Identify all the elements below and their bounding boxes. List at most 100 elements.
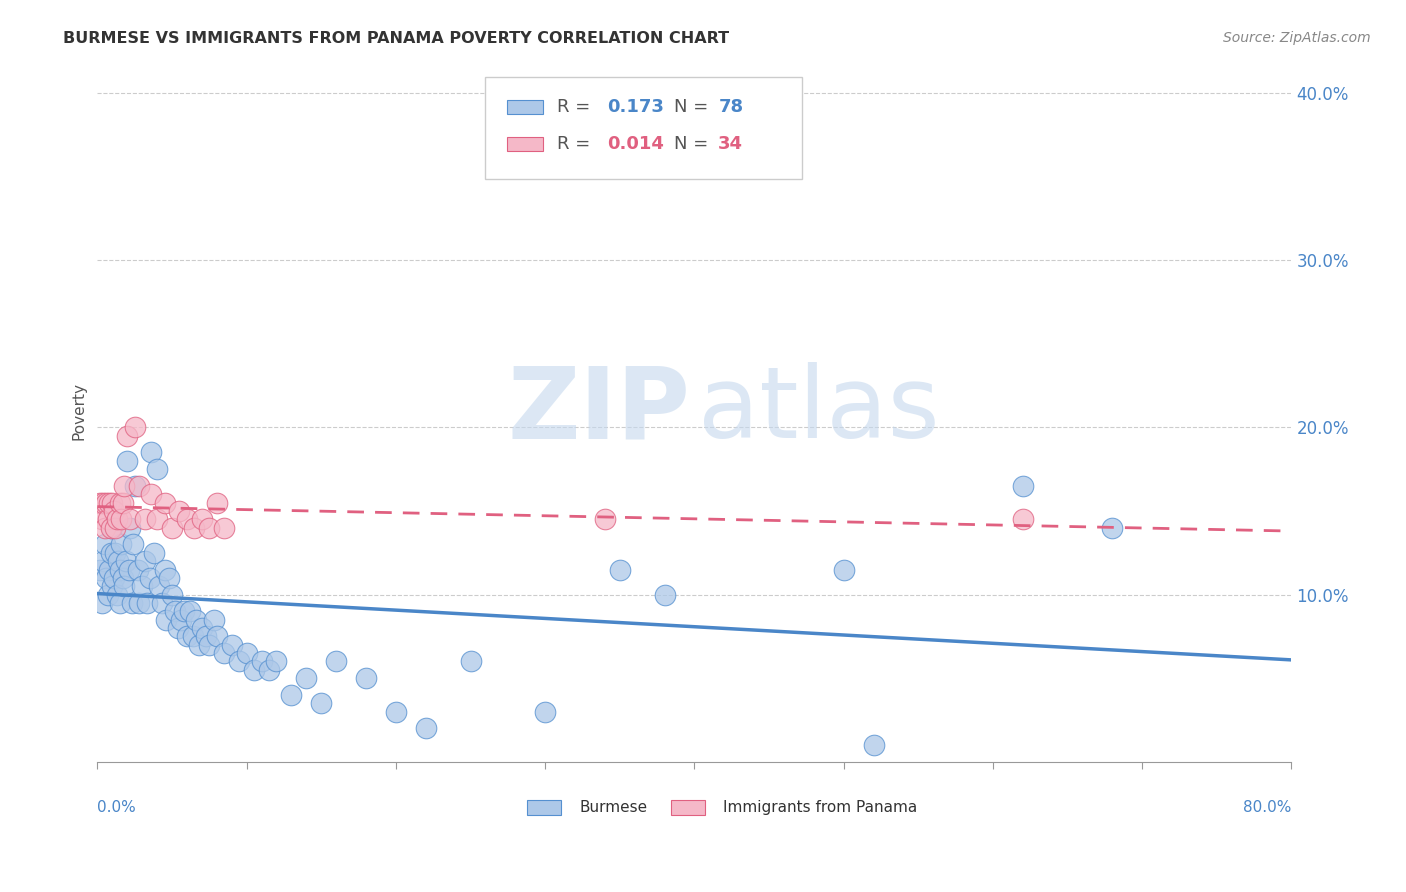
Text: R =: R =: [557, 135, 596, 153]
Point: [654, 588, 676, 602]
Point: [91, 554, 114, 568]
Point: [1101, 521, 1123, 535]
Point: [111, 496, 134, 510]
Point: [143, 546, 166, 560]
Point: [103, 571, 125, 585]
Point: [157, 571, 180, 585]
Point: [98, 562, 121, 576]
Point: [115, 454, 138, 468]
Text: 78: 78: [718, 97, 744, 116]
Point: [862, 738, 884, 752]
Point: [160, 521, 183, 535]
Point: [139, 445, 162, 459]
Point: [115, 429, 138, 443]
Point: [135, 596, 157, 610]
Text: Source: ZipAtlas.com: Source: ZipAtlas.com: [1223, 31, 1371, 45]
Text: 34: 34: [718, 135, 744, 153]
Point: [134, 554, 156, 568]
Point: [110, 512, 132, 526]
Point: [96, 496, 118, 510]
Point: [104, 546, 127, 560]
FancyBboxPatch shape: [485, 77, 801, 179]
FancyBboxPatch shape: [527, 800, 561, 815]
Point: [120, 512, 142, 526]
Point: [97, 512, 120, 526]
Point: [108, 596, 131, 610]
Point: [128, 596, 150, 610]
Point: [101, 496, 124, 510]
Point: [104, 521, 127, 535]
Point: [179, 604, 201, 618]
Point: [107, 554, 129, 568]
Point: [609, 562, 631, 576]
Text: ZIP: ZIP: [508, 362, 690, 459]
Point: [122, 537, 145, 551]
Point: [128, 479, 150, 493]
Point: [160, 588, 183, 602]
FancyBboxPatch shape: [508, 136, 543, 151]
Point: [89, 496, 111, 510]
Point: [103, 504, 125, 518]
Point: [173, 604, 195, 618]
Text: 80.0%: 80.0%: [1243, 800, 1292, 815]
Point: [127, 562, 149, 576]
Point: [120, 521, 142, 535]
Point: [94, 537, 117, 551]
Point: [97, 588, 120, 602]
Text: atlas: atlas: [697, 362, 939, 459]
Point: [150, 596, 173, 610]
Point: [593, 512, 616, 526]
Point: [138, 571, 160, 585]
Text: 0.173: 0.173: [607, 97, 664, 116]
Y-axis label: Poverty: Poverty: [72, 382, 86, 440]
Point: [94, 521, 117, 535]
Point: [250, 655, 273, 669]
Point: [148, 579, 170, 593]
Point: [146, 462, 169, 476]
Point: [112, 579, 135, 593]
Text: R =: R =: [557, 97, 596, 116]
Point: [221, 638, 243, 652]
Point: [167, 621, 190, 635]
Point: [181, 629, 204, 643]
Point: [146, 512, 169, 526]
Point: [460, 655, 482, 669]
Point: [198, 521, 221, 535]
Point: [385, 705, 408, 719]
Text: N =: N =: [673, 135, 714, 153]
Text: BURMESE VS IMMIGRANTS FROM PANAMA POVERTY CORRELATION CHART: BURMESE VS IMMIGRANTS FROM PANAMA POVERT…: [63, 31, 730, 46]
Point: [195, 629, 218, 643]
Point: [295, 671, 318, 685]
Text: N =: N =: [673, 97, 714, 116]
Point: [243, 663, 266, 677]
Point: [105, 588, 128, 602]
Point: [354, 671, 377, 685]
Point: [101, 579, 124, 593]
Point: [212, 521, 235, 535]
Point: [153, 496, 176, 510]
Point: [280, 688, 302, 702]
Point: [118, 562, 141, 576]
Text: 0.0%: 0.0%: [97, 800, 136, 815]
Point: [139, 487, 162, 501]
Point: [124, 420, 146, 434]
Point: [100, 546, 122, 560]
Point: [111, 571, 134, 585]
Point: [96, 571, 118, 585]
Point: [110, 537, 132, 551]
Point: [124, 479, 146, 493]
Point: [191, 621, 214, 635]
Point: [1011, 512, 1033, 526]
Text: Immigrants from Panama: Immigrants from Panama: [723, 800, 917, 815]
Point: [325, 655, 347, 669]
Point: [191, 512, 214, 526]
Text: 0.014: 0.014: [607, 135, 664, 153]
Point: [187, 638, 209, 652]
Point: [121, 596, 143, 610]
Point: [90, 512, 112, 526]
Point: [89, 562, 111, 576]
Point: [170, 613, 193, 627]
Point: [832, 562, 855, 576]
Point: [183, 521, 205, 535]
Point: [212, 646, 235, 660]
